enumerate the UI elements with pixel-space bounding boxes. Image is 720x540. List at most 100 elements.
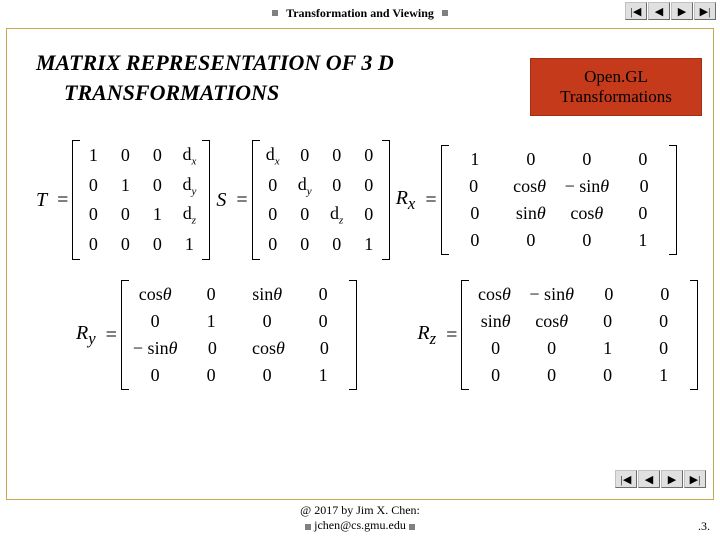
matrix-cell: sinθ <box>510 203 552 224</box>
matrix-bracket: cosθ0sinθ00100− sinθ0cosθ00001 <box>121 280 358 390</box>
matrix-cell: 1 <box>643 365 685 386</box>
matrix-cell: 1 <box>454 149 496 170</box>
matrix-cell: − sinθ <box>133 338 178 359</box>
matrix-bracket: 10000cosθ− sinθ00sinθcosθ00001 <box>441 145 678 255</box>
page-number: .3. <box>698 519 710 534</box>
matrix-cell: 0 <box>296 234 314 255</box>
nav-next-button[interactable]: ▶ <box>671 2 693 20</box>
matrix-cell: − sinθ <box>565 176 610 197</box>
equals-sign: = <box>236 189 247 212</box>
matrix-cell: 0 <box>84 234 102 255</box>
matrix-cell: dy <box>180 174 198 198</box>
badge-line2: Transformations <box>560 87 672 107</box>
matrix-cell: 0 <box>566 149 608 170</box>
matrix-cell: sinθ <box>475 311 517 332</box>
title-line1: MATRIX REPRESENTATION OF 3 D <box>36 48 394 78</box>
matrix-cell: 0 <box>622 203 664 224</box>
matrix-cell: 0 <box>531 365 573 386</box>
matrix-cell: cosθ <box>566 203 608 224</box>
matrix-cell: 0 <box>303 338 345 359</box>
nav-buttons-bottom: |◀ ◀ ▶ ▶| <box>615 470 706 488</box>
matrix-cell: 0 <box>190 284 232 305</box>
equals-sign: = <box>57 189 68 212</box>
matrix-label: Ry <box>76 322 96 349</box>
matrix-cell: 0 <box>246 365 288 386</box>
matrix-cell: dx <box>264 144 282 168</box>
matrix-cell: 0 <box>264 234 282 255</box>
matrix-cell: 0 <box>116 234 134 255</box>
matrix-cell: cosθ <box>509 176 551 197</box>
opengl-badge[interactable]: Open.GL Transformations <box>530 58 702 116</box>
matrix-cell: 0 <box>643 338 685 359</box>
bullet-icon <box>409 524 415 530</box>
nav-prev-button[interactable]: ◀ <box>638 470 660 488</box>
matrix-row-2: Ry=cosθ0sinθ00100− sinθ0cosθ00001 Rz=cos… <box>16 280 704 390</box>
equals-sign: = <box>446 324 457 347</box>
matrix-cell: 0 <box>566 230 608 251</box>
matrix-label: T <box>36 189 47 212</box>
matrix-S: S=dx0000dy0000dz00001 <box>216 140 389 260</box>
matrix-cell: cosθ <box>247 338 289 359</box>
matrix-cell: 0 <box>264 175 282 196</box>
bullet-icon <box>272 10 278 16</box>
matrix-cell: 0 <box>148 145 166 166</box>
nav-buttons-top: |◀ ◀ ▶ ▶| <box>625 2 716 20</box>
matrix-cell: 0 <box>587 365 629 386</box>
nav-prev-button[interactable]: ◀ <box>648 2 670 20</box>
matrix-cell: 0 <box>328 145 346 166</box>
matrix-cell: 0 <box>296 145 314 166</box>
matrix-cell: 0 <box>510 230 552 251</box>
matrix-T: T=100dx010dy001dz0001 <box>36 140 210 260</box>
matrix-cell: 1 <box>148 204 166 225</box>
matrix-cell: − sinθ <box>529 284 574 305</box>
matrix-area: T=100dx010dy001dz0001 S=dx0000dy0000dz00… <box>16 140 704 390</box>
matrix-cell: cosθ <box>473 284 515 305</box>
matrix-cell: 0 <box>134 311 176 332</box>
matrix-cell: 0 <box>360 145 378 166</box>
matrix-cell: 1 <box>116 175 134 196</box>
matrix-cell: 0 <box>360 204 378 225</box>
matrix-cell: 0 <box>302 284 344 305</box>
nav-next-button[interactable]: ▶ <box>661 470 683 488</box>
matrix-cell: 0 <box>148 175 166 196</box>
nav-last-button[interactable]: ▶| <box>684 470 706 488</box>
matrix-cell: dz <box>180 203 198 227</box>
matrix-cell: 0 <box>246 311 288 332</box>
matrix-Rz: Rz=cosθ− sinθ00sinθcosθ0000100001 <box>417 280 698 390</box>
matrix-cell: cosθ <box>134 284 176 305</box>
matrix-cell: 0 <box>454 230 496 251</box>
badge-line1: Open.GL <box>560 67 672 87</box>
slide-footer: @ 2017 by Jim X. Chen: jchen@cs.gmu.edu <box>0 503 720 534</box>
matrix-cell: 1 <box>622 230 664 251</box>
matrix-cell: 0 <box>148 234 166 255</box>
matrix-cell: 0 <box>475 338 517 359</box>
matrix-row-1: T=100dx010dy001dz0001 S=dx0000dy0000dz00… <box>16 140 704 260</box>
slide-title: MATRIX REPRESENTATION OF 3 D TRANSFORMAT… <box>36 48 394 107</box>
matrix-cell: 0 <box>475 365 517 386</box>
matrix-cell: dx <box>180 144 198 168</box>
matrix-bracket: cosθ− sinθ00sinθcosθ0000100001 <box>461 280 698 390</box>
footer-line2: jchen@cs.gmu.edu <box>314 518 406 532</box>
matrix-cell: 0 <box>587 311 629 332</box>
matrix-cell: 0 <box>510 149 552 170</box>
matrix-cell: 0 <box>453 176 495 197</box>
matrix-cell: 0 <box>644 284 686 305</box>
matrix-label: Rx <box>396 187 416 214</box>
matrix-cell: 0 <box>190 365 232 386</box>
matrix-bracket: 100dx010dy001dz0001 <box>72 140 210 260</box>
nav-first-button[interactable]: |◀ <box>615 470 637 488</box>
matrix-Rx: Rx=10000cosθ− sinθ00sinθcosθ00001 <box>396 145 677 255</box>
matrix-cell: cosθ <box>531 311 573 332</box>
matrix-cell: sinθ <box>246 284 288 305</box>
nav-first-button[interactable]: |◀ <box>625 2 647 20</box>
matrix-label: Rz <box>417 322 436 349</box>
equals-sign: = <box>106 324 117 347</box>
matrix-cell: 0 <box>328 175 346 196</box>
matrix-cell: 0 <box>264 204 282 225</box>
nav-last-button[interactable]: ▶| <box>694 2 716 20</box>
footer-line1: @ 2017 by Jim X. Chen: <box>0 503 720 519</box>
matrix-cell: 1 <box>302 365 344 386</box>
matrix-cell: 1 <box>360 234 378 255</box>
matrix-cell: 0 <box>191 338 233 359</box>
matrix-label: S <box>216 189 226 212</box>
